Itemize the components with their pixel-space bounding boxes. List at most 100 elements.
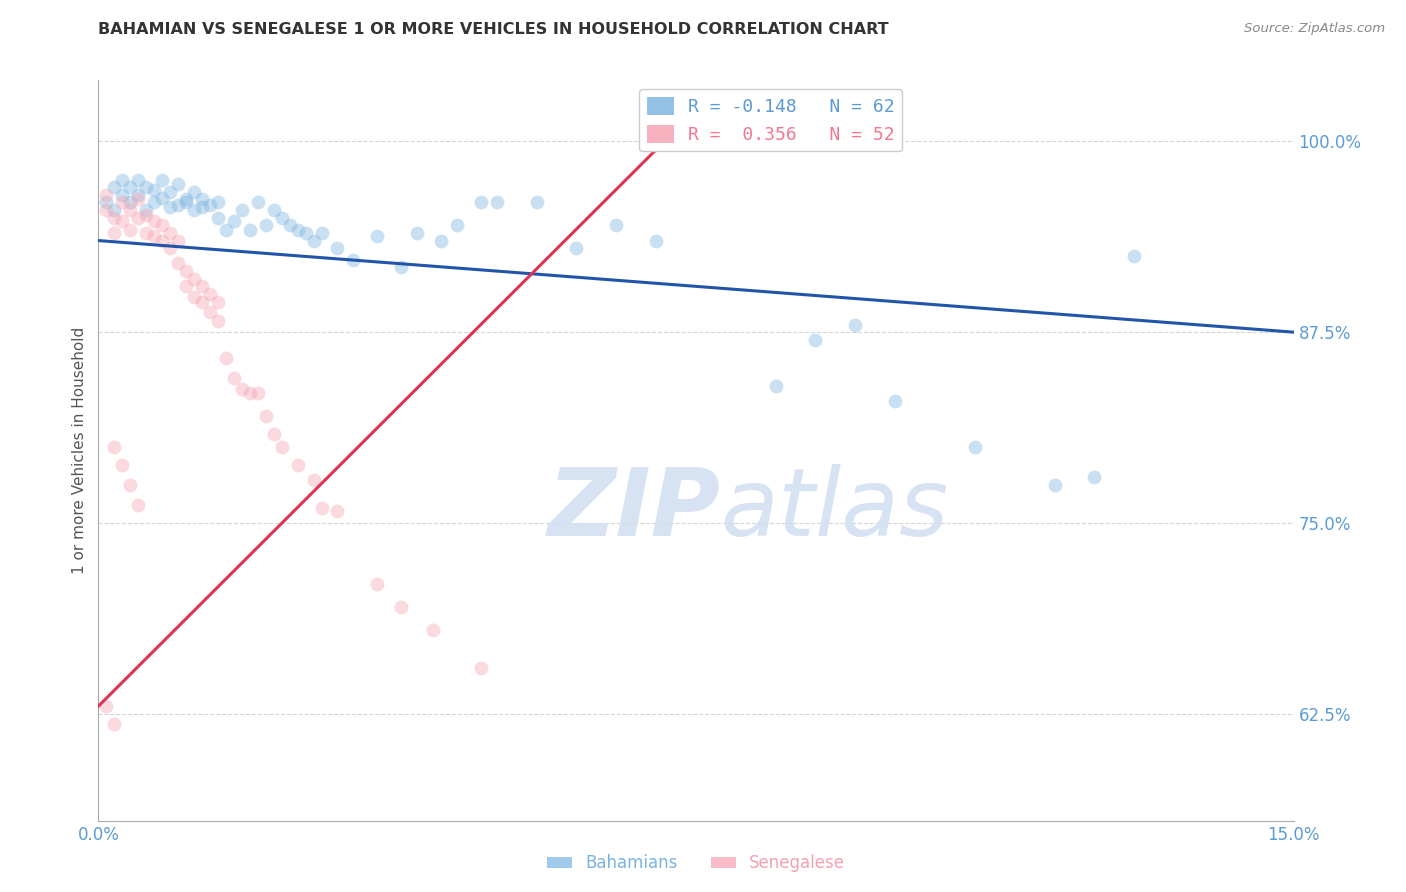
Point [111,195,134,210]
Point [239,223,262,237]
Point [565,241,588,255]
Point [135,202,157,217]
Point [191,294,214,309]
Point [198,305,221,319]
Point [342,253,364,268]
Point [143,213,166,227]
Point [167,256,190,270]
Point [135,180,157,194]
Point [278,219,301,233]
Point [103,717,125,731]
Point [389,260,412,274]
Point [645,234,668,248]
Point [150,191,173,205]
Point [1083,470,1105,484]
Point [311,500,333,515]
Point [111,172,134,186]
Point [246,386,269,401]
Point [111,187,134,202]
Point [963,440,986,454]
Point [446,219,468,233]
Y-axis label: 1 or more Vehicles in Household: 1 or more Vehicles in Household [72,326,87,574]
Point [174,264,197,278]
Point [191,279,214,293]
Point [167,234,190,248]
Point [167,198,190,212]
Point [231,382,253,396]
Point [103,180,125,194]
Point [605,219,627,233]
Point [120,195,142,210]
Point [263,427,285,442]
Point [270,440,292,454]
Point [96,699,118,714]
Point [884,393,907,408]
Point [127,211,149,225]
Point [159,185,181,199]
Point [159,226,181,240]
Point [207,314,229,328]
Point [159,200,181,214]
Text: ZIP: ZIP [547,464,720,556]
Point [254,219,277,233]
Point [844,318,866,332]
Point [111,458,134,472]
Point [96,187,118,202]
Point [246,195,269,210]
Point [222,371,245,385]
Point [804,333,827,347]
Point [143,195,166,210]
Point [207,294,229,309]
Point [135,208,157,222]
Point [127,192,149,206]
Point [183,202,205,217]
Point [135,226,157,240]
Point [430,234,453,248]
Point [167,177,190,191]
Point [326,504,349,518]
Point [174,279,197,293]
Text: atlas: atlas [720,464,948,555]
Point [406,226,429,240]
Point [215,351,238,365]
Point [143,229,166,244]
Point [231,202,253,217]
Point [183,271,205,285]
Point [127,498,149,512]
Point [150,172,173,186]
Point [120,478,142,492]
Point [207,211,229,225]
Point [183,185,205,199]
Point [111,213,134,227]
Point [287,458,309,472]
Point [174,195,197,210]
Point [222,213,245,227]
Point [143,183,166,197]
Point [326,241,349,255]
Point [198,287,221,301]
Point [1123,249,1146,263]
Point [254,409,277,423]
Point [366,577,388,591]
Point [183,290,205,304]
Point [174,192,197,206]
Point [215,223,238,237]
Point [485,195,508,210]
Legend: Bahamians, Senegalese: Bahamians, Senegalese [540,847,852,879]
Point [103,226,125,240]
Point [103,440,125,454]
Point [150,219,173,233]
Point [120,180,142,194]
Point [120,202,142,217]
Point [103,202,125,217]
Point [765,378,787,392]
Point [120,223,142,237]
Point [526,195,548,210]
Point [96,195,118,210]
Point [127,172,149,186]
Text: BAHAMIAN VS SENEGALESE 1 OR MORE VEHICLES IN HOUSEHOLD CORRELATION CHART: BAHAMIAN VS SENEGALESE 1 OR MORE VEHICLE… [98,22,889,37]
Point [389,599,412,614]
Point [198,198,221,212]
Point [1043,478,1066,492]
Point [159,241,181,255]
